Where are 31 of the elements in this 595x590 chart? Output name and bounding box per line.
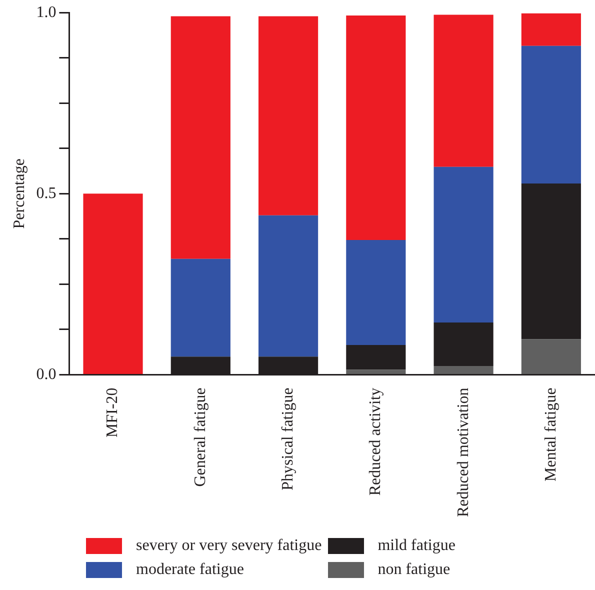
y-tick-label: 0.5	[36, 184, 56, 202]
bar	[434, 166, 494, 323]
x-tick-label: Reduced activity	[367, 388, 384, 496]
bar	[258, 215, 318, 357]
bar	[434, 14, 494, 167]
x-tick-label: MFI-20	[104, 388, 122, 438]
legend-label: non fatigue	[378, 561, 450, 579]
bar	[521, 13, 581, 46]
bar	[434, 366, 494, 374]
bar	[170, 258, 230, 357]
bar	[521, 46, 581, 184]
bar	[346, 240, 406, 346]
bar	[170, 16, 230, 259]
x-tick-label: General fatigue	[192, 388, 209, 487]
y-tick-label: 0.0	[36, 366, 56, 383]
x-tick-label: Reduced motivation	[454, 388, 472, 518]
y-tick-label: 1.0	[36, 4, 56, 21]
bar	[83, 194, 143, 374]
bar	[346, 345, 406, 370]
legend-label: mild fatigue	[378, 537, 456, 555]
x-tick-label: Mental fatigue	[542, 388, 560, 482]
legend-label: moderate fatigue	[136, 561, 244, 579]
bar	[258, 16, 318, 216]
bar	[346, 370, 406, 374]
bar	[521, 339, 581, 374]
y-axis-title: Percentage	[10, 158, 28, 229]
bar	[434, 322, 494, 366]
legend-label: severy or very severy fatigue	[136, 537, 322, 555]
bar	[521, 184, 581, 340]
x-tick-label: Physical fatigue	[279, 388, 296, 490]
bar	[346, 15, 406, 240]
